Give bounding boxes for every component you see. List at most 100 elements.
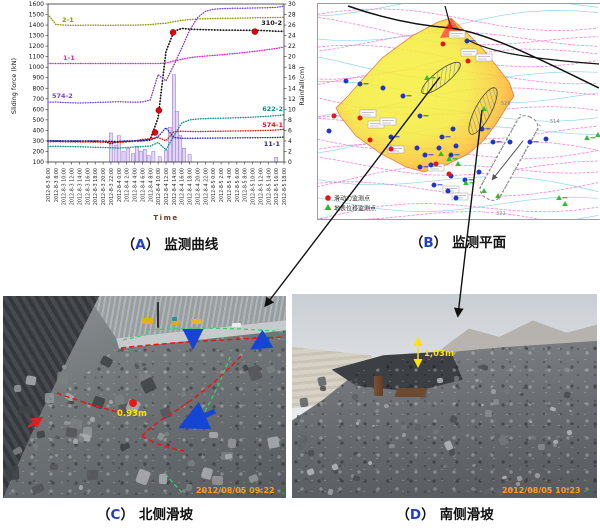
warning-point	[155, 107, 163, 114]
elevation-label-322: 322	[496, 211, 506, 217]
borehole-point	[388, 134, 394, 140]
surface-displacement-point	[595, 132, 600, 137]
panel-a-monitoring-chart: 100 200 300 400 500 600 700 800 900 1000 1100 1200 1…	[6, 0, 310, 232]
borehole-point	[380, 85, 386, 91]
svg-text:2012-8-5 12:00: 2012-8-5 12:00	[258, 168, 264, 205]
svg-text:16: 16	[288, 75, 296, 82]
borehole-point	[326, 128, 332, 134]
sliding-force-chart: 1002003004005006007008009001000110012001…	[10, 1, 306, 222]
svg-text:2012-8-3 8:00: 2012-8-3 8:00	[54, 168, 60, 202]
svg-text:2012-8-4 4:00: 2012-8-4 4:00	[133, 168, 139, 202]
svg-text:2012-8-4 2:00: 2012-8-4 2:00	[125, 168, 131, 202]
rainfall-bar	[142, 149, 147, 163]
warning-point	[151, 129, 159, 136]
sliding-force-point	[388, 146, 394, 152]
svg-text:6: 6	[288, 127, 292, 134]
displacement-marker-dot	[129, 399, 137, 407]
caption-c-paren-open: （	[97, 507, 111, 523]
legend-label-surface-displacement: 地表位移监测点	[334, 205, 376, 213]
sliding-force-point	[446, 171, 452, 177]
svg-text:2012-8-5 16:00: 2012-8-5 16:00	[274, 168, 280, 205]
svg-text:1500: 1500	[29, 12, 44, 19]
sliding-force-point	[433, 161, 439, 167]
caption-a-text: 监测曲线	[164, 237, 219, 253]
svg-text:22: 22	[288, 43, 296, 50]
caption-panel-d: （D） 南侧滑坡	[335, 503, 555, 523]
svg-text:24: 24	[288, 33, 296, 40]
photo-d-timestamp: 2012/08/05 10:23	[502, 486, 581, 495]
y-axis-left-title: Sliding force (kN)	[10, 58, 18, 114]
borehole-point	[464, 38, 470, 44]
svg-text:1600: 1600	[29, 1, 44, 8]
svg-text:2012-8-4 20:00: 2012-8-4 20:00	[195, 168, 201, 205]
caption-d-text: 南侧滑坡	[439, 507, 494, 523]
crack-line-green-3	[164, 473, 185, 496]
photo-d-annotations: 1,03m 2012/08/05 10:23	[413, 337, 581, 495]
rainfall-bar	[121, 151, 126, 163]
series-line-310-2	[48, 28, 285, 142]
caption-a-paren-open: （	[121, 237, 136, 253]
borehole-point	[422, 152, 428, 158]
surface-displacement-point	[446, 156, 452, 161]
svg-text:30: 30	[288, 1, 296, 8]
sliding-force-point	[357, 115, 363, 121]
rainfall-bar	[146, 155, 151, 163]
caption-c-paren-close: ）	[120, 507, 134, 523]
series-dots-1-1	[47, 46, 285, 65]
svg-text:2012-8-3 20:00: 2012-8-3 20:00	[101, 168, 107, 205]
slide-direction-arrow-main	[177, 401, 217, 430]
svg-text:10: 10	[288, 106, 296, 113]
photo-d-south-landslide: 1,03m 2012/08/05 10:23	[292, 294, 597, 498]
borehole-point	[527, 139, 533, 145]
svg-text:2012-8-5 8:00: 2012-8-5 8:00	[243, 168, 249, 202]
borehole-point	[448, 152, 454, 158]
crack-line-red-4	[141, 435, 185, 452]
rainfall-bar	[182, 148, 186, 163]
crack-line-green-4	[122, 334, 146, 341]
legend-green-triangle-icon	[324, 204, 332, 210]
caption-b-text: 监测平面	[452, 235, 507, 251]
rainfall-bar	[172, 74, 176, 163]
elevation-label-526: 526	[501, 101, 511, 107]
photo-c-north-landslide: 0.93m 2012/08/05 09:22	[3, 296, 286, 498]
sliding-force-point	[440, 41, 446, 47]
svg-text:8: 8	[288, 117, 292, 124]
drill-mast	[157, 302, 160, 329]
svg-text:2012-8-5 6:00: 2012-8-5 6:00	[235, 168, 241, 202]
svg-text:200: 200	[33, 148, 45, 155]
svg-text:0: 0	[288, 159, 292, 166]
sliding-force-point	[465, 58, 471, 64]
panel-b-monitoring-map: 滑动力监测点 地表位移监测点 526 514 322	[309, 0, 600, 234]
svg-text:2012-8-5 18:00: 2012-8-5 18:00	[282, 168, 288, 205]
svg-text:2012-8-4 22:00: 2012-8-4 22:00	[203, 168, 209, 205]
borehole-point	[450, 126, 456, 132]
borehole-point	[417, 113, 423, 119]
warning-point	[169, 29, 177, 36]
svg-text:700: 700	[33, 96, 45, 103]
monitoring-plan-svg: 滑动力监测点 地表位移监测点 526 514 322	[309, 0, 600, 234]
borehole-point	[453, 195, 459, 201]
svg-text:2012-8-5 2:00: 2012-8-5 2:00	[219, 168, 225, 202]
caption-b-paren-open: （	[409, 235, 424, 251]
series-label-1-1: 1-1	[63, 54, 75, 62]
rainfall-bar	[138, 151, 143, 163]
svg-text:4: 4	[288, 138, 292, 145]
borehole-point	[479, 126, 485, 132]
sliding-force-point	[367, 137, 373, 143]
svg-text:800: 800	[33, 85, 45, 92]
caption-d-paren-open: （	[396, 507, 410, 523]
truck-2	[191, 319, 202, 325]
surface-displacement-point	[584, 135, 590, 140]
svg-text:2012-8-3 14:00: 2012-8-3 14:00	[77, 168, 83, 205]
displacement-value-d: 1,03m	[424, 349, 454, 359]
svg-text:2012-8-3 18:00: 2012-8-3 18:00	[93, 168, 99, 205]
series-label-574-1: 574-1	[262, 121, 283, 129]
svg-text:2012-8-3 22:00: 2012-8-3 22:00	[109, 168, 115, 205]
svg-text:2012-8-4 14:00: 2012-8-4 14:00	[172, 168, 178, 205]
svg-text:2012-8-4 0:00: 2012-8-4 0:00	[117, 168, 123, 202]
caption-panel-c: （C） 北侧滑坡	[35, 503, 255, 523]
caption-c-text: 北侧滑坡	[138, 507, 193, 523]
borehole-point	[400, 93, 406, 99]
caption-b-letter: B	[423, 235, 434, 251]
crack-line-green-1	[145, 327, 285, 333]
